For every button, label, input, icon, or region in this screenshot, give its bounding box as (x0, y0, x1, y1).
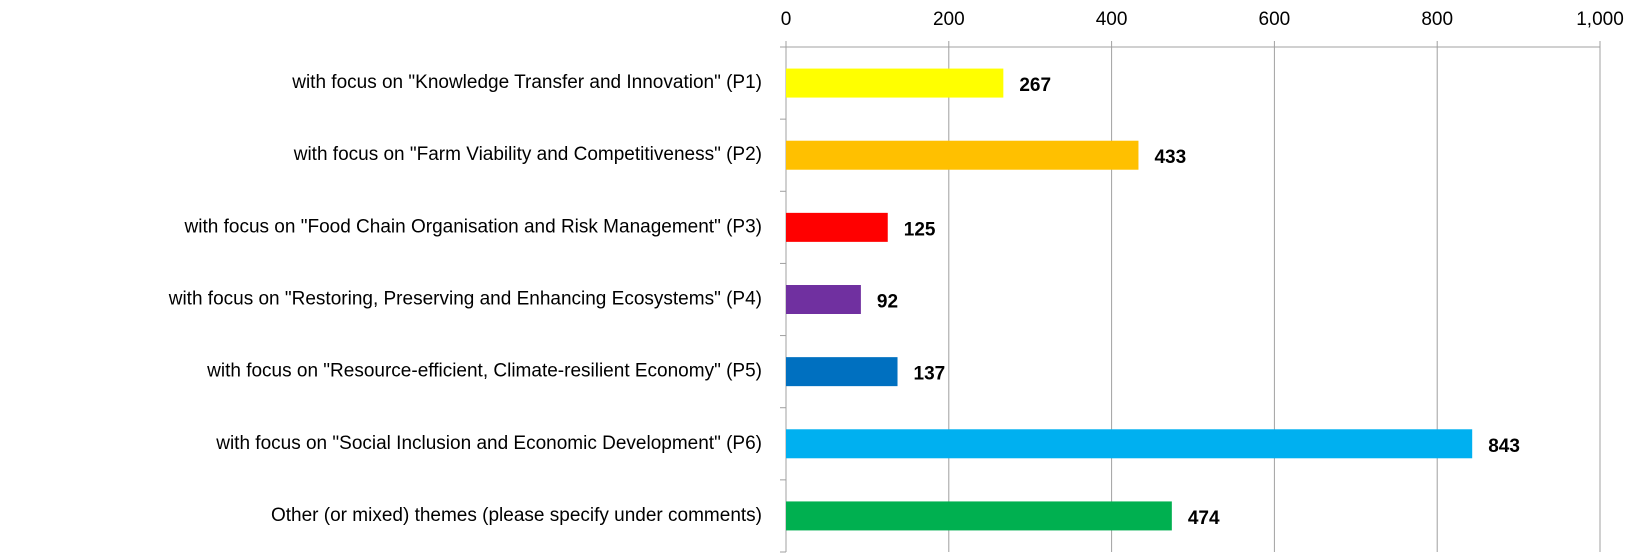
value-label: 267 (1019, 75, 1051, 96)
value-label: 474 (1188, 508, 1220, 529)
bar (786, 501, 1172, 531)
value-label: 125 (904, 219, 936, 240)
bar (786, 285, 861, 314)
y-tick-label: with focus on "Farm Viability and Compet… (293, 144, 762, 165)
value-label: 137 (914, 364, 946, 385)
y-tick-label: Other (or mixed) themes (please specify … (271, 505, 762, 526)
value-label: 433 (1154, 147, 1186, 168)
bar (786, 357, 898, 387)
value-label: 843 (1488, 436, 1520, 457)
x-tick-label: 200 (933, 9, 965, 30)
bar (786, 429, 1473, 459)
x-tick-label: 0 (781, 9, 792, 30)
y-tick-label: with focus on "Restoring, Preserving and… (168, 289, 762, 310)
value-label: 92 (877, 292, 898, 313)
x-tick-label: 1,000 (1576, 9, 1624, 30)
bar (786, 212, 888, 242)
y-tick-label: with focus on "Knowledge Transfer and In… (291, 72, 762, 93)
bar (786, 140, 1139, 170)
y-tick-label: with focus on "Resource-efficient, Clima… (206, 361, 762, 382)
y-tick-label: with focus on "Social Inclusion and Econ… (215, 433, 762, 454)
x-tick-label: 600 (1259, 9, 1291, 30)
bar (786, 68, 1004, 98)
x-tick-label: 800 (1421, 9, 1453, 30)
y-tick-label: with focus on "Food Chain Organisation a… (184, 216, 762, 237)
x-tick-label: 400 (1096, 9, 1128, 30)
